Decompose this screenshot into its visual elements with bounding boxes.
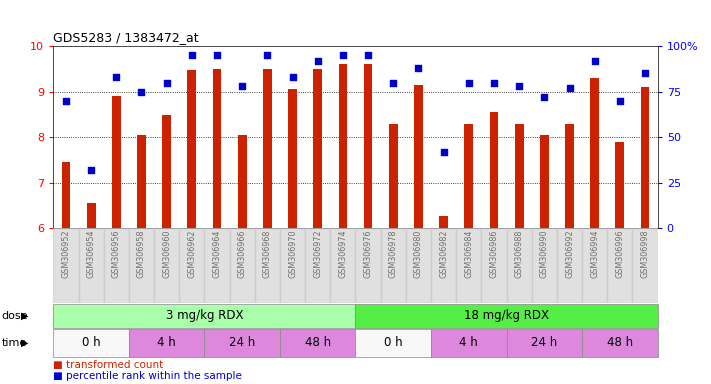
Bar <box>607 228 633 303</box>
Text: ▶: ▶ <box>21 311 29 321</box>
Bar <box>53 329 129 356</box>
Bar <box>154 228 179 303</box>
Bar <box>230 228 255 303</box>
Bar <box>205 228 230 303</box>
Point <box>186 52 198 58</box>
Bar <box>288 89 297 228</box>
Text: time: time <box>1 338 27 348</box>
Point <box>387 79 399 86</box>
Point <box>136 89 147 95</box>
Bar <box>641 87 649 228</box>
Bar <box>62 162 70 228</box>
Bar <box>237 135 247 228</box>
Bar <box>104 228 129 303</box>
Text: 48 h: 48 h <box>305 336 331 349</box>
Text: 48 h: 48 h <box>607 336 633 349</box>
Bar <box>515 124 523 228</box>
Bar <box>633 228 658 303</box>
Bar <box>179 228 205 303</box>
Point <box>60 98 72 104</box>
Point <box>513 83 525 89</box>
Text: ▶: ▶ <box>21 338 29 348</box>
Text: ■ transformed count: ■ transformed count <box>53 360 164 370</box>
Text: 4 h: 4 h <box>157 336 176 349</box>
Bar <box>213 69 221 228</box>
Bar <box>431 228 456 303</box>
Bar <box>464 124 474 228</box>
Bar <box>616 142 624 228</box>
Point <box>564 85 575 91</box>
Bar <box>53 228 78 303</box>
Text: ■ percentile rank within the sample: ■ percentile rank within the sample <box>53 371 242 381</box>
Point <box>589 58 600 64</box>
Point <box>237 83 248 89</box>
Bar <box>87 204 95 228</box>
Bar <box>255 228 280 303</box>
Bar <box>188 70 196 228</box>
Text: 3 mg/kg RDX: 3 mg/kg RDX <box>166 310 243 322</box>
Point <box>312 58 324 64</box>
Bar <box>582 329 658 356</box>
Text: 24 h: 24 h <box>531 336 557 349</box>
Bar <box>380 228 406 303</box>
Bar <box>456 228 481 303</box>
Bar <box>557 228 582 303</box>
Text: 18 mg/kg RDX: 18 mg/kg RDX <box>464 310 549 322</box>
Bar <box>78 228 104 303</box>
Bar <box>590 78 599 228</box>
Bar <box>356 228 380 303</box>
Point <box>287 74 298 80</box>
Text: GDS5283 / 1383472_at: GDS5283 / 1383472_at <box>53 31 199 44</box>
Bar <box>137 135 146 228</box>
Bar <box>406 228 431 303</box>
Text: 0 h: 0 h <box>384 336 402 349</box>
Bar <box>532 228 557 303</box>
Bar <box>129 329 205 356</box>
Bar <box>506 228 532 303</box>
Bar <box>356 329 431 356</box>
Point <box>639 70 651 76</box>
Bar <box>414 85 423 228</box>
Text: 4 h: 4 h <box>459 336 479 349</box>
Text: 24 h: 24 h <box>229 336 255 349</box>
Bar <box>205 329 280 356</box>
Bar <box>263 69 272 228</box>
Point <box>539 94 550 100</box>
Bar <box>506 329 582 356</box>
Bar <box>112 96 121 228</box>
Bar <box>53 304 356 328</box>
Text: 0 h: 0 h <box>82 336 100 349</box>
Bar <box>540 135 549 228</box>
Point <box>85 167 97 173</box>
Bar <box>490 112 498 228</box>
Point <box>463 79 474 86</box>
Bar <box>280 228 305 303</box>
Point <box>614 98 626 104</box>
Point <box>161 79 172 86</box>
Bar <box>439 216 448 228</box>
Bar <box>389 124 397 228</box>
Text: dose: dose <box>1 311 28 321</box>
Point <box>262 52 273 58</box>
Bar <box>331 228 356 303</box>
Bar <box>338 64 347 228</box>
Point <box>111 74 122 80</box>
Bar <box>582 228 607 303</box>
Bar <box>305 228 331 303</box>
Bar <box>129 228 154 303</box>
Bar <box>565 124 574 228</box>
Point <box>488 79 500 86</box>
Point <box>211 52 223 58</box>
Bar <box>280 329 356 356</box>
Bar <box>356 304 658 328</box>
Point <box>438 149 449 155</box>
Point <box>363 52 374 58</box>
Bar <box>481 228 506 303</box>
Point <box>337 52 348 58</box>
Bar <box>431 329 506 356</box>
Bar <box>364 64 373 228</box>
Bar <box>162 115 171 228</box>
Bar <box>314 69 322 228</box>
Point <box>413 65 424 71</box>
